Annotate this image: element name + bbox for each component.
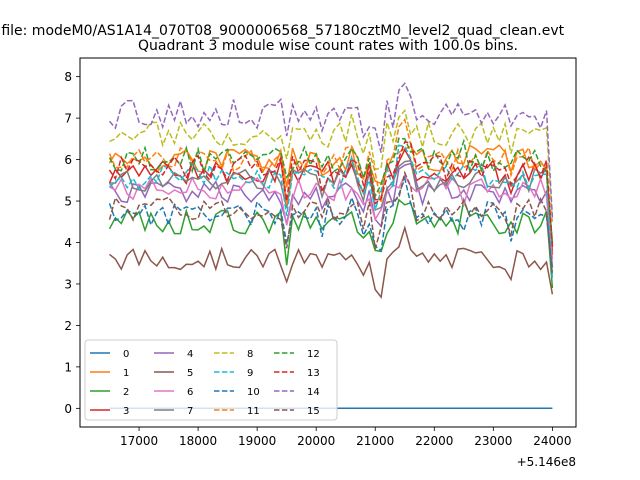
y-axis: 0 1 2 3 4 5 6 7 8 <box>64 70 80 416</box>
series-line-15 <box>108 170 554 276</box>
series-line-8 <box>109 109 554 222</box>
chart-title: Quadrant 3 module wise count rates with … <box>138 38 518 54</box>
series-line-6 <box>109 173 554 260</box>
legend-label-9: 9 <box>247 368 253 379</box>
legend-label-5: 5 <box>187 368 193 379</box>
legend-label-12: 12 <box>307 349 320 360</box>
legend-label-0: 0 <box>123 349 129 360</box>
x-axis-offset-label: +5.146e8 <box>517 455 576 469</box>
series-line-9 <box>108 144 554 280</box>
y-tick-label: 7 <box>64 112 72 126</box>
y-tick-label: 0 <box>64 402 72 416</box>
x-axis: 17000 18000 19000 20000 21000 22000 23000 24000 <box>120 427 571 448</box>
y-tick-label: 8 <box>64 70 72 84</box>
legend-label-10: 10 <box>247 387 260 398</box>
series-line-14 <box>108 82 554 218</box>
y-tick-label: 5 <box>64 195 72 209</box>
series-line-5 <box>109 225 554 300</box>
x-tick-label: 17000 <box>120 434 158 448</box>
y-tick-label: 3 <box>64 277 72 291</box>
legend-label-4: 4 <box>187 349 193 360</box>
series-line-1 <box>108 144 554 251</box>
legend-label-8: 8 <box>247 349 253 360</box>
legend-box <box>84 339 338 421</box>
x-tick-label: 18000 <box>179 434 217 448</box>
y-tick-label: 6 <box>64 153 72 167</box>
y-tick-label: 1 <box>64 360 72 374</box>
x-tick-label: 19000 <box>238 434 276 448</box>
series-line-12 <box>108 137 554 243</box>
legend-label-7: 7 <box>187 406 193 417</box>
series-layer <box>108 82 554 410</box>
legend-label-1: 1 <box>123 368 129 379</box>
legend-label-3: 3 <box>123 406 129 417</box>
y-tick-label: 4 <box>64 236 72 250</box>
x-tick-label: 22000 <box>415 434 453 448</box>
legend-label-6: 6 <box>187 387 193 398</box>
legend-label-11: 11 <box>247 406 260 417</box>
figure-suptitle: n file: modeM0/AS1A14_070T08_9000006568_… <box>0 23 565 39</box>
series-line-4 <box>108 162 554 268</box>
x-tick-label: 20000 <box>297 434 335 448</box>
x-tick-label: 24000 <box>533 434 571 448</box>
y-tick-label: 2 <box>64 319 72 333</box>
legend-label-13: 13 <box>307 368 320 379</box>
series-line-13 <box>108 141 554 247</box>
legend-label-15: 15 <box>307 406 320 417</box>
legend-label-2: 2 <box>123 387 129 398</box>
x-tick-label: 21000 <box>356 434 394 448</box>
x-tick-label: 23000 <box>474 434 512 448</box>
legend-label-14: 14 <box>307 387 320 398</box>
